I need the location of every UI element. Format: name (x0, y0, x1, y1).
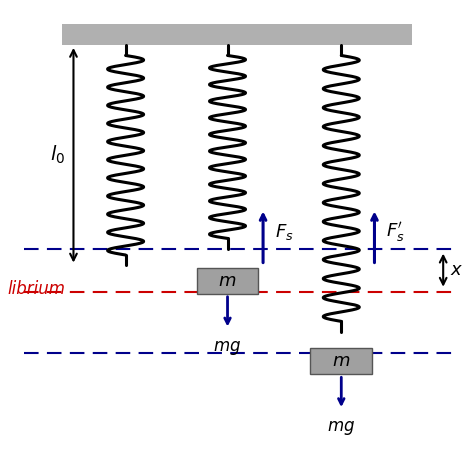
Text: $m$: $m$ (219, 272, 237, 290)
Bar (197, 268, 258, 294)
Text: $m$: $m$ (332, 353, 350, 370)
Text: $l_0$: $l_0$ (50, 144, 65, 166)
Text: $x$: $x$ (450, 261, 464, 279)
Bar (310, 348, 372, 374)
Text: $mg$: $mg$ (213, 339, 242, 357)
Bar (62, 24, 412, 45)
Text: librium: librium (7, 280, 65, 298)
Text: $F_s$: $F_s$ (275, 222, 293, 242)
Text: $mg$: $mg$ (327, 419, 356, 438)
Text: $F_s'$: $F_s'$ (386, 220, 405, 244)
